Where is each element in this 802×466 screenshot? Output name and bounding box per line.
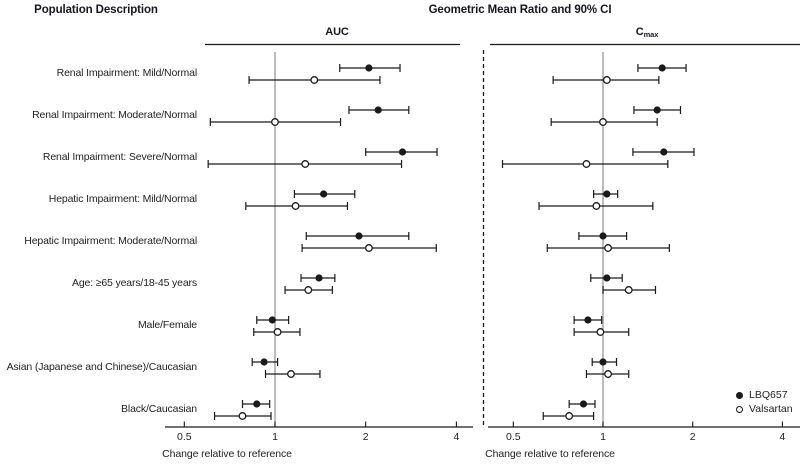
point-marker-filled-circle bbox=[658, 64, 666, 72]
point-marker-filled-circle bbox=[398, 148, 407, 156]
legend-item-valsartan: Valsartan bbox=[735, 402, 793, 416]
axis-tick-label: 0.5 bbox=[177, 431, 192, 443]
point-marker-filled-circle bbox=[599, 358, 607, 366]
point-marker-filled-circle bbox=[268, 316, 276, 324]
point-marker-filled-circle bbox=[599, 232, 607, 240]
point-marker-open-circle bbox=[291, 202, 300, 210]
point-marker-open-circle bbox=[238, 412, 247, 420]
point-marker-filled-circle bbox=[315, 274, 323, 282]
point-marker-open-circle bbox=[271, 118, 279, 126]
point-marker-open-circle bbox=[596, 328, 605, 336]
point-marker-filled-circle bbox=[603, 274, 611, 282]
population-column-header: Population Description bbox=[34, 4, 158, 16]
point-marker-open-circle bbox=[604, 370, 613, 378]
axis-tick-label: 2 bbox=[363, 431, 369, 443]
legend-label: Valsartan bbox=[749, 403, 793, 415]
filled-circle-icon bbox=[736, 391, 743, 399]
panel-title-cmax-subscript: max bbox=[643, 30, 659, 39]
point-marker-filled-circle bbox=[603, 190, 611, 198]
open-circle-icon bbox=[736, 405, 743, 413]
legend: LBQ657 Valsartan bbox=[735, 388, 793, 416]
point-marker-open-circle bbox=[582, 160, 591, 168]
point-marker-filled-circle bbox=[584, 316, 592, 324]
point-marker-filled-circle bbox=[260, 358, 268, 366]
axis-caption-auc: Change relative to reference bbox=[162, 448, 292, 460]
point-marker-open-circle bbox=[304, 286, 313, 294]
point-marker-open-circle bbox=[604, 244, 613, 252]
row-label: Male/Female bbox=[137, 319, 197, 331]
point-marker-filled-circle bbox=[579, 400, 588, 408]
panel-title-auc-text: AUC bbox=[325, 26, 349, 38]
axis-tick-label: 4 bbox=[453, 431, 459, 443]
point-marker-open-circle bbox=[364, 244, 373, 252]
row-label: Hepatic Impairment: Mild/Normal bbox=[48, 193, 197, 205]
row-label: Renal Impairment: Moderate/Normal bbox=[32, 109, 197, 121]
point-marker-filled-circle bbox=[653, 106, 661, 114]
row-label: Age: ≥65 years/18-45 years bbox=[71, 277, 197, 289]
point-marker-open-circle bbox=[624, 286, 633, 294]
axis-caption-cmax: Change relative to reference bbox=[485, 448, 615, 460]
point-marker-open-circle bbox=[273, 328, 282, 336]
point-marker-filled-circle bbox=[374, 106, 382, 114]
row-label: Black/Caucasian bbox=[121, 403, 197, 415]
generated-plot-content: 0.5 0.5 1 1 2 2 4 4 bbox=[177, 64, 785, 443]
axis-tick-label: 2 bbox=[690, 431, 696, 443]
point-marker-filled-circle bbox=[660, 148, 668, 156]
row-label: Renal Impairment: Mild/Normal bbox=[56, 67, 198, 79]
point-marker-open-circle bbox=[599, 118, 607, 126]
legend-marker-wrap bbox=[735, 391, 744, 399]
point-marker-open-circle bbox=[602, 76, 611, 84]
point-marker-open-circle bbox=[301, 160, 310, 168]
point-marker-open-circle bbox=[310, 76, 319, 84]
main-title: Geometric Mean Ratio and 90% CI bbox=[428, 4, 612, 16]
axis-tick-label: 1 bbox=[600, 431, 606, 443]
axis-tick-label: 1 bbox=[272, 431, 278, 443]
axis-tick-label: 4 bbox=[779, 431, 785, 443]
point-marker-open-circle bbox=[592, 202, 601, 210]
panel-title-cmax-text: C bbox=[635, 26, 644, 38]
row-label: Asian (Japanese and Chinese)/Caucasian bbox=[6, 361, 198, 373]
row-label: Renal Impairment: Severe/Normal bbox=[42, 151, 197, 163]
legend-item-lbq657: LBQ657 bbox=[735, 388, 793, 402]
legend-marker-wrap bbox=[735, 405, 744, 413]
panel-title-auc: AUC bbox=[287, 26, 387, 38]
legend-label: LBQ657 bbox=[749, 389, 788, 401]
point-marker-filled-circle bbox=[355, 232, 363, 240]
point-marker-open-circle bbox=[565, 412, 574, 420]
point-marker-filled-circle bbox=[320, 190, 328, 198]
point-marker-open-circle bbox=[287, 370, 295, 378]
point-marker-filled-circle bbox=[365, 64, 373, 72]
point-marker-filled-circle bbox=[253, 400, 261, 408]
axis-tick-label: 0.5 bbox=[506, 431, 521, 443]
row-label: Hepatic Impairment: Moderate/Normal bbox=[24, 235, 197, 247]
panel-title-cmax: Cmax bbox=[597, 26, 697, 39]
